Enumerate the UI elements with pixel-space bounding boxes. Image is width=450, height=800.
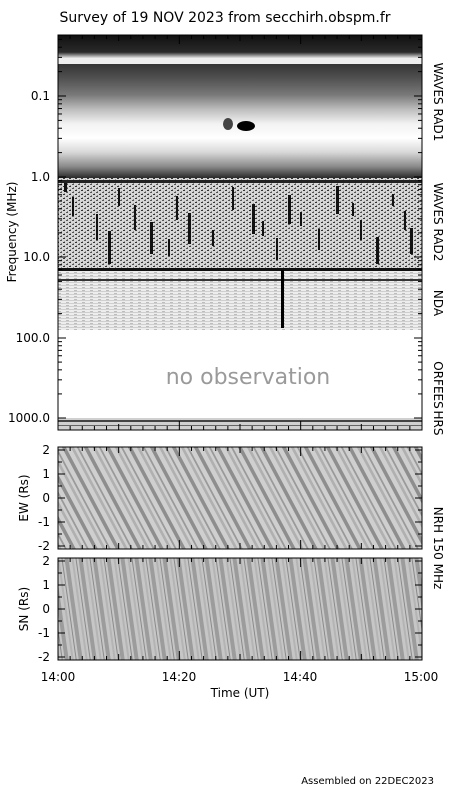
rad2-burst-stroke bbox=[318, 229, 320, 250]
band-label-waves-rad1: WAVES RAD1 bbox=[431, 63, 445, 142]
time-tick-marks bbox=[57, 35, 423, 660]
rad2-burst-stroke bbox=[336, 186, 339, 214]
rad1-bright-line bbox=[58, 58, 422, 64]
waves-rad2-band bbox=[58, 178, 422, 268]
rad2-burst-stroke bbox=[300, 212, 302, 226]
band-labels: WAVES RAD1 WAVES RAD2 NDA ORFEES HRS bbox=[431, 63, 445, 436]
sn-tick-label: 2 bbox=[42, 554, 50, 568]
rad2-burst-stroke bbox=[376, 237, 379, 264]
rad2-burst-stroke bbox=[168, 239, 170, 256]
rad2-burst-stroke bbox=[134, 205, 136, 230]
no-observation-region bbox=[58, 330, 422, 418]
rad2-burst-stroke bbox=[352, 203, 354, 216]
sn-tick-label: -2 bbox=[38, 650, 50, 664]
band-label-hrs: HRS bbox=[431, 411, 445, 436]
sn-tick-label: 0 bbox=[42, 602, 50, 616]
band-label-orfees: ORFEES bbox=[431, 361, 445, 408]
rad2-burst-stroke bbox=[288, 195, 291, 224]
y-tick-label-0.1: 0.1 bbox=[31, 89, 50, 103]
sn-tick-label: 1 bbox=[42, 578, 50, 592]
rad2-burst-group bbox=[58, 180, 422, 264]
y-tick-label-1.0: 1.0 bbox=[31, 170, 50, 184]
rad2-burst-stroke bbox=[150, 222, 153, 254]
time-axis-label: Time (UT) bbox=[210, 686, 270, 700]
waves-rad1-band bbox=[58, 35, 422, 178]
ew-panel: 2 1 0 -1 -2 EW (Rs) bbox=[17, 443, 423, 553]
nda-top-line bbox=[58, 268, 422, 271]
ew-tick-label: 0 bbox=[42, 491, 50, 505]
rad2-burst-stroke bbox=[392, 194, 394, 206]
ew-tick-label: -1 bbox=[38, 515, 50, 529]
rad2-burst-stroke bbox=[410, 228, 413, 254]
frequency-axis: 0.1 1.0 10.0 100.0 1000.0 Frequency (MHz… bbox=[5, 38, 422, 425]
nda-burst bbox=[281, 270, 284, 328]
no-observation-label: no observation bbox=[166, 365, 331, 390]
sn-y-ticks: 2 1 0 -1 -2 bbox=[38, 554, 422, 664]
x-tick-label-1440: 14:40 bbox=[283, 670, 318, 684]
rad2-burst-stroke bbox=[108, 231, 111, 264]
rad2-burst-stroke bbox=[262, 221, 264, 236]
rad2-top-line bbox=[58, 180, 422, 183]
rad2-burst-stroke bbox=[404, 211, 406, 230]
nda-band bbox=[58, 268, 422, 330]
nrh-150-mhz-label: NRH 150 MHz bbox=[431, 507, 445, 590]
rad1-burst-halo bbox=[223, 118, 233, 130]
spectrogram-panel: no observation bbox=[57, 34, 423, 431]
rad1-burst-feature bbox=[237, 121, 255, 131]
rad2-burst-stroke bbox=[188, 213, 191, 244]
ew-y-ticks: 2 1 0 -1 -2 bbox=[38, 443, 422, 553]
ew-axis-label: EW (Rs) bbox=[17, 474, 31, 521]
sn-axis-label: SN (Rs) bbox=[17, 587, 31, 631]
ew-tick-label: 1 bbox=[42, 467, 50, 481]
nda-line bbox=[58, 279, 422, 281]
band-label-nda: NDA bbox=[431, 290, 445, 317]
frequency-axis-label: Frequency (MHz) bbox=[5, 182, 19, 283]
ew-tick-label: 2 bbox=[42, 443, 50, 457]
x-tick-label-1420: 14:20 bbox=[162, 670, 197, 684]
rad2-burst-stroke bbox=[232, 187, 234, 210]
frequency-tick-marks bbox=[58, 38, 422, 419]
band-label-waves-rad2: WAVES RAD2 bbox=[431, 183, 445, 262]
rad2-burst-stroke bbox=[360, 220, 362, 240]
ew-tick-label: -2 bbox=[38, 539, 50, 553]
rad2-burst-stroke bbox=[64, 180, 67, 192]
x-tick-label-1400: 14:00 bbox=[41, 670, 76, 684]
hrs-line-1 bbox=[58, 420, 422, 422]
rad2-burst-stroke bbox=[276, 238, 278, 260]
rad2-burst-stroke bbox=[96, 214, 98, 240]
time-axis: 14:00 14:20 14:40 15:00 Time (UT) bbox=[41, 670, 439, 700]
rad2-burst-stroke bbox=[118, 188, 120, 206]
chart-title: Survey of 19 NOV 2023 from secchirh.obsp… bbox=[59, 10, 390, 26]
sn-panel: 2 1 0 -1 -2 SN (Rs) bbox=[17, 554, 423, 664]
sn-heatmap bbox=[58, 558, 422, 660]
y-tick-label-100.0: 100.0 bbox=[16, 331, 50, 345]
rad2-burst-stroke bbox=[252, 204, 255, 234]
y-tick-label-10.0: 10.0 bbox=[23, 250, 50, 264]
y-tick-label-1000.0: 1000.0 bbox=[8, 411, 50, 425]
assembled-footer: Assembled on 22DEC2023 bbox=[301, 776, 434, 787]
rad2-burst-stroke bbox=[212, 230, 214, 246]
x-tick-label-1500: 15:00 bbox=[404, 670, 439, 684]
rad2-burst-stroke bbox=[72, 197, 74, 216]
ew-heatmap bbox=[58, 447, 422, 549]
rad2-burst-stroke bbox=[176, 196, 178, 220]
sn-tick-label: -1 bbox=[38, 626, 50, 640]
